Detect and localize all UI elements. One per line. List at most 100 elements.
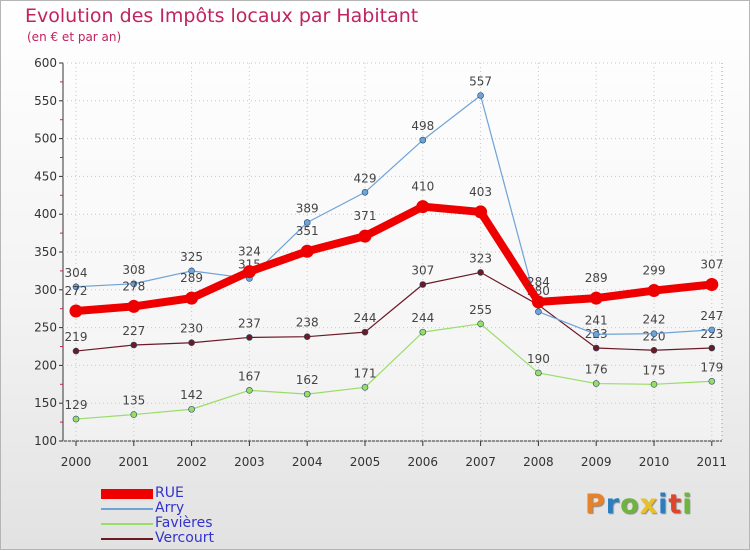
legend-label: Arry <box>155 500 185 516</box>
data-label-vercourt: 237 <box>238 316 261 330</box>
data-point-rue <box>127 299 141 313</box>
legend-label: Favières <box>155 515 213 531</box>
data-point-favieres <box>303 390 311 398</box>
data-label-rue: 278 <box>122 279 145 293</box>
data-label-rue: 351 <box>296 224 319 238</box>
y-tick-label: 450 <box>34 169 57 183</box>
x-tick-label: 2007 <box>465 455 496 469</box>
logo-letter: t <box>668 489 683 520</box>
data-point-vercourt <box>592 344 600 352</box>
data-point-arry <box>708 326 716 334</box>
data-label-favieres: 171 <box>354 366 377 380</box>
data-point-rue <box>242 265 256 279</box>
data-point-arry <box>419 136 427 144</box>
x-tick-label: 2004 <box>292 455 323 469</box>
y-tick-label: 250 <box>34 321 57 335</box>
x-tick-label: 2006 <box>408 455 439 469</box>
legend-item-vercourt: Vercourt <box>101 531 214 546</box>
data-label-arry: 241 <box>585 313 608 327</box>
legend-swatch <box>101 507 153 510</box>
legend-label: RUE <box>155 485 184 501</box>
series-line-vercourt <box>75 271 713 352</box>
data-point-rue <box>474 205 488 219</box>
data-point-rue <box>69 304 83 318</box>
data-label-rue: 307 <box>700 258 723 272</box>
data-label-favieres: 179 <box>700 360 723 374</box>
x-tick-label: 2005 <box>350 455 381 469</box>
data-point-vercourt <box>708 344 716 352</box>
x-tick-label: 2003 <box>234 455 265 469</box>
logo-letter: x <box>639 489 659 520</box>
data-point-vercourt <box>130 341 138 349</box>
data-label-vercourt: 227 <box>122 324 145 338</box>
data-label-rue: 289 <box>585 271 608 285</box>
legend-swatch <box>101 522 153 525</box>
data-label-vercourt: 230 <box>180 322 203 336</box>
logo-letter: o <box>620 489 640 520</box>
data-point-vercourt <box>246 334 253 341</box>
data-label-arry: 325 <box>180 250 203 264</box>
data-label-favieres: 176 <box>585 363 608 377</box>
logo-letter: i <box>682 489 693 520</box>
data-point-vercourt <box>303 333 311 340</box>
data-point-favieres <box>188 405 195 413</box>
legend: RUE Arry Favières Vercourt <box>101 486 214 546</box>
proxiti-logo: Proxiti <box>585 489 693 520</box>
data-point-favieres <box>419 328 427 336</box>
legend-item-arry: Arry <box>101 501 214 516</box>
data-point-rue <box>589 291 603 305</box>
data-point-vercourt <box>419 281 427 288</box>
series-line-rue <box>72 202 716 315</box>
data-point-arry <box>130 280 138 288</box>
data-point-rue <box>705 278 719 292</box>
data-label-arry: 242 <box>643 313 666 327</box>
data-label-favieres: 162 <box>296 373 319 387</box>
y-tick-label: 150 <box>34 396 57 410</box>
y-tick-label: 600 <box>34 56 57 70</box>
data-point-favieres <box>650 380 658 388</box>
data-label-favieres: 190 <box>527 352 550 366</box>
data-label-vercourt: 238 <box>296 316 319 330</box>
data-point-vercourt <box>477 269 484 276</box>
data-label-arry: 247 <box>700 309 723 323</box>
y-tick-label: 300 <box>34 283 57 297</box>
data-label-rue: 299 <box>643 264 666 278</box>
data-point-arry <box>361 188 369 196</box>
data-point-arry <box>188 267 195 275</box>
data-point-vercourt <box>72 347 80 355</box>
data-point-arry <box>303 219 311 226</box>
data-label-favieres: 142 <box>180 388 203 402</box>
y-tick-label: 400 <box>34 207 57 221</box>
y-tick-label: 200 <box>34 358 57 372</box>
legend-swatch <box>101 488 153 499</box>
data-label-rue: 272 <box>65 284 88 298</box>
data-point-arry <box>477 92 484 99</box>
legend-item-rue: RUE <box>101 486 214 501</box>
data-label-rue: 410 <box>411 180 434 194</box>
data-point-vercourt <box>188 339 195 347</box>
data-label-arry: 429 <box>354 171 377 185</box>
data-point-favieres <box>477 320 484 328</box>
data-label-favieres: 255 <box>469 303 492 317</box>
data-label-rue: 371 <box>354 209 377 223</box>
data-label-vercourt: 323 <box>469 251 492 265</box>
data-point-vercourt <box>361 328 369 336</box>
data-label-favieres: 175 <box>643 363 666 377</box>
data-point-rue <box>300 244 314 258</box>
legend-label: Vercourt <box>155 530 214 546</box>
data-point-favieres <box>130 411 138 418</box>
data-point-favieres <box>246 387 253 394</box>
data-point-arry <box>72 283 80 291</box>
data-label-rue: 284 <box>527 275 550 289</box>
y-tick-label: 500 <box>34 132 57 146</box>
data-point-rue <box>647 284 661 298</box>
data-label-rue: 324 <box>238 245 261 259</box>
data-label-favieres: 167 <box>238 369 261 383</box>
data-point-rue <box>358 229 372 243</box>
data-label-favieres: 244 <box>411 311 434 325</box>
data-label-vercourt: 244 <box>354 311 377 325</box>
data-label-favieres: 135 <box>122 394 145 408</box>
data-label-arry: 304 <box>65 266 88 280</box>
